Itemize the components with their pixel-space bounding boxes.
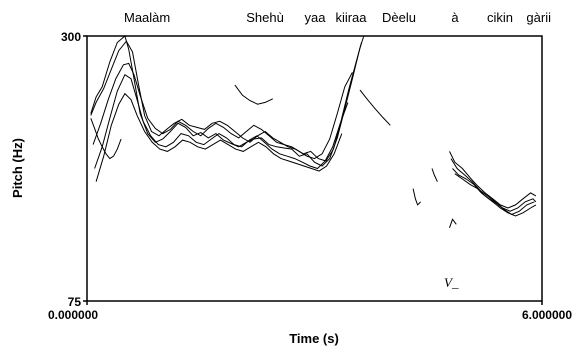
pitch-contour-line	[95, 92, 343, 182]
pitch-contour-line	[90, 118, 122, 160]
pitch-contour-line	[412, 188, 422, 206]
pitch-contour-line	[431, 168, 438, 182]
title-word: Shehù	[246, 10, 284, 25]
x-axis-label: Time (s)	[289, 331, 339, 346]
x-tick-label: 0.000000	[48, 308, 98, 322]
pitch-contour-line	[454, 173, 537, 217]
axis-group: 300 750.000000 6.000000	[48, 30, 572, 322]
pitch-contour-line	[359, 89, 391, 126]
y-tick-label: 75	[68, 295, 82, 309]
pitch-contour-line	[449, 151, 537, 209]
series-group	[90, 35, 537, 228]
pitch-contour-line	[94, 73, 349, 170]
pitch-contour-line	[90, 35, 365, 167]
chart-annotation: V_	[444, 275, 459, 290]
title-word: à	[451, 10, 459, 25]
title-word: Dèelu	[382, 10, 416, 25]
title-word: gàrii	[526, 10, 551, 25]
title-word: cikin	[487, 10, 513, 25]
pitch-contour-line	[449, 218, 457, 228]
x-tick-label: 6.000000	[522, 308, 572, 322]
y-axis-label: Pitch (Hz)	[10, 138, 25, 198]
title-word: Maalàm	[124, 10, 170, 25]
y-tick-label: 300	[61, 30, 81, 44]
title-word: yaa	[305, 10, 327, 25]
pitch-contour-line	[234, 84, 274, 105]
pitch-contour-line	[92, 62, 353, 160]
pitch-contour-line	[450, 158, 537, 212]
plot-frame	[86, 35, 543, 302]
chart-title: Maalàm Shehù yaa kiiraa Dèelu à cikin gàrii	[124, 10, 551, 25]
title-word: kiiraa	[335, 10, 367, 25]
pitch-contour-line	[452, 168, 535, 215]
